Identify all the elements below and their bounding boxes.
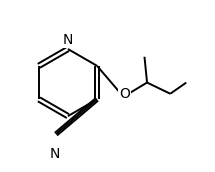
Text: N: N — [50, 147, 60, 161]
Text: N: N — [63, 33, 73, 47]
Text: O: O — [119, 87, 130, 101]
